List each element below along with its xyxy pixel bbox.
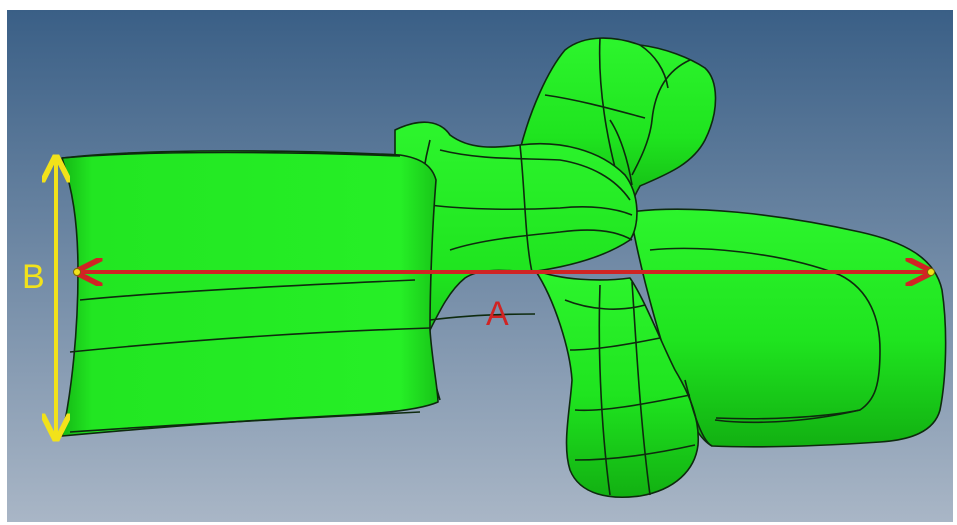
inferior-process: [534, 269, 700, 499]
measurement-a-endpoint-right: [927, 268, 935, 276]
measurement-a: A: [73, 268, 935, 333]
label-a: A: [486, 295, 509, 333]
measurement-a-endpoint-left: [73, 268, 81, 276]
vertebral-body: [61, 150, 439, 437]
measurement-b: B: [22, 160, 56, 436]
label-b: B: [22, 258, 45, 296]
